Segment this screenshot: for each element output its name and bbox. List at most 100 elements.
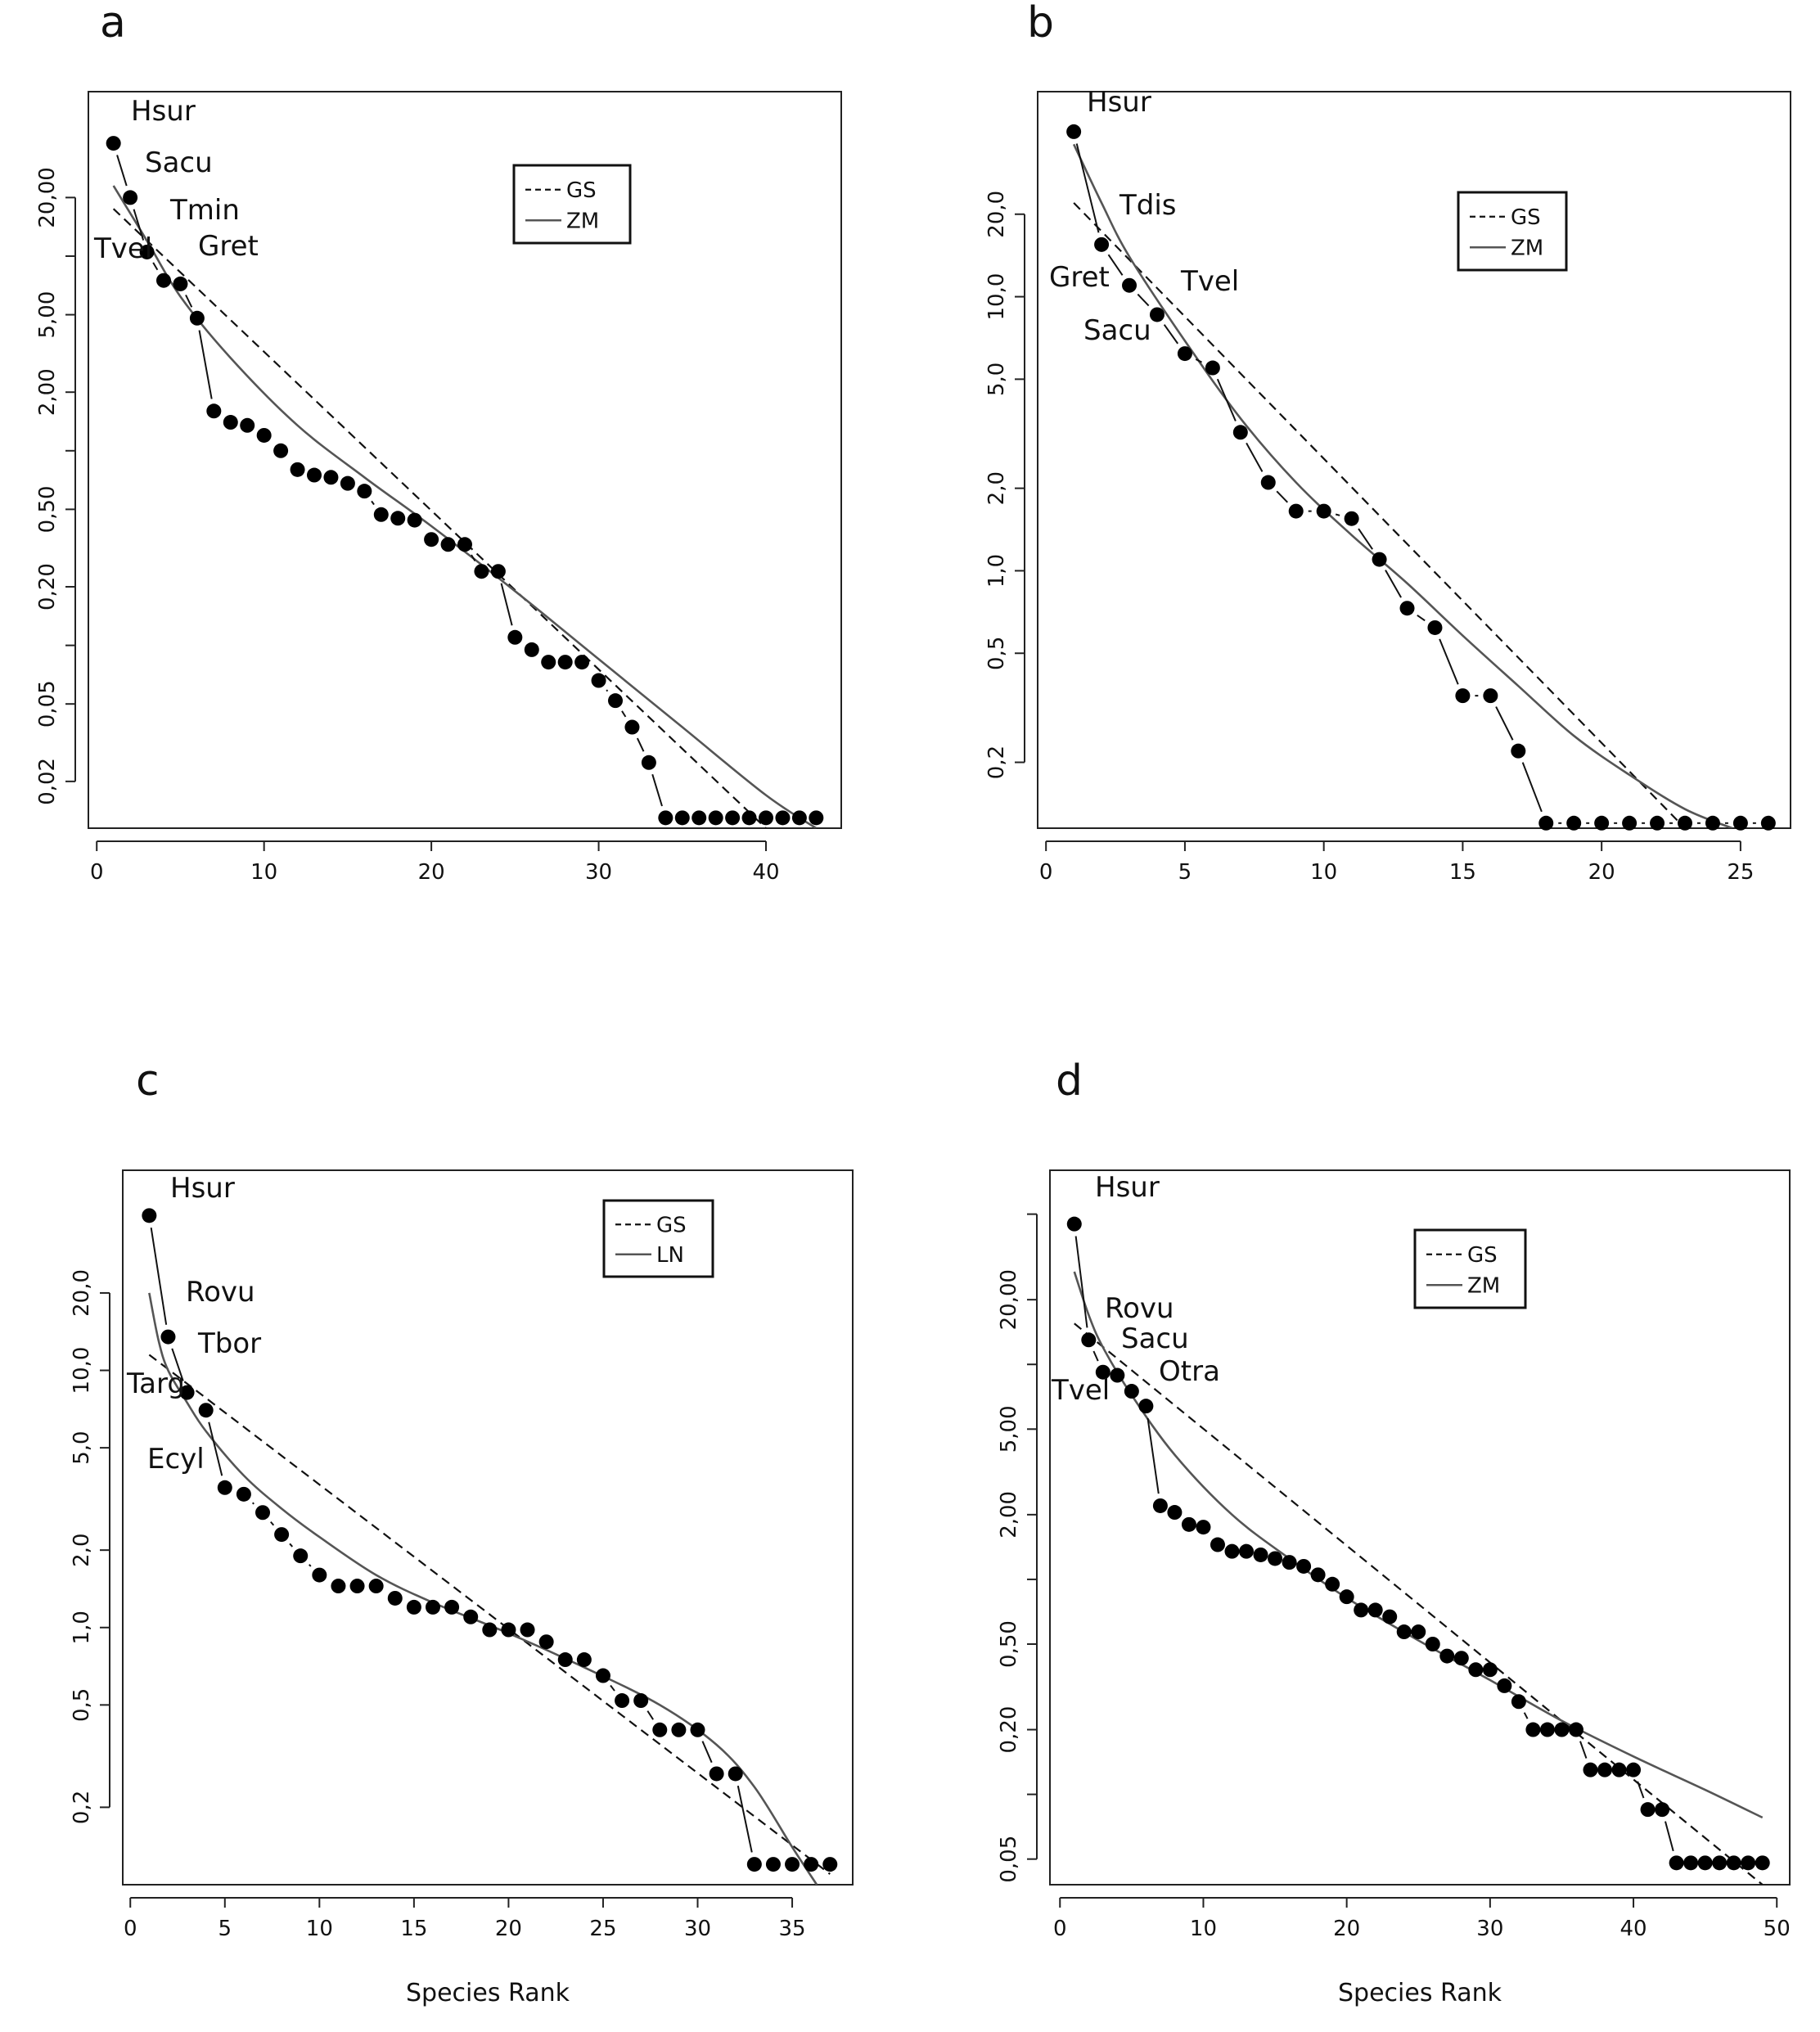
gs-fit-line bbox=[148, 1354, 831, 1875]
data-point bbox=[1427, 620, 1443, 635]
model-fit-curve bbox=[148, 1292, 818, 1885]
x-tick-label: 50 bbox=[1764, 1917, 1791, 1941]
data-point bbox=[407, 512, 422, 528]
x-tick-label: 10 bbox=[1190, 1917, 1217, 1941]
observed-segment bbox=[737, 1785, 753, 1853]
y-tick-label: 0,50 bbox=[997, 1620, 1021, 1668]
data-point bbox=[1622, 815, 1638, 831]
data-point bbox=[1339, 1589, 1354, 1605]
data-point bbox=[1253, 1547, 1268, 1562]
data-point bbox=[1239, 1543, 1255, 1559]
species-label: Gret bbox=[1049, 261, 1110, 294]
model-fit-curve bbox=[1072, 143, 1733, 828]
data-point bbox=[541, 655, 556, 670]
data-point bbox=[1483, 688, 1498, 704]
species-label: Ecyl bbox=[147, 1443, 205, 1476]
data-point bbox=[791, 810, 807, 826]
data-point bbox=[1669, 1855, 1684, 1871]
observed-segment bbox=[1335, 513, 1340, 516]
y-tick-label: 0,02 bbox=[35, 758, 60, 805]
data-point bbox=[273, 443, 289, 458]
data-point bbox=[331, 1579, 346, 1594]
observed-segment bbox=[1417, 614, 1426, 622]
species-label: Hsur bbox=[1087, 86, 1151, 119]
observed-segment bbox=[621, 710, 627, 718]
y-tick-label: 0,5 bbox=[70, 1688, 94, 1722]
data-point bbox=[457, 537, 472, 552]
data-point bbox=[538, 1634, 554, 1650]
data-point bbox=[173, 276, 188, 291]
species-label: Rovu bbox=[1105, 1292, 1174, 1325]
x-tick-label: 15 bbox=[400, 1917, 427, 1941]
data-point bbox=[775, 810, 791, 826]
data-point bbox=[608, 693, 623, 709]
data-point bbox=[290, 462, 305, 477]
data-point bbox=[1268, 1551, 1283, 1566]
panel-c: c 0 5 10 15 20 25 30 35 20,0 10,0 5,0 2,0 1,0 0,5 0,2 Hs… bbox=[70, 1057, 854, 2007]
observed-segment bbox=[1246, 442, 1264, 472]
observed-segment bbox=[1495, 706, 1514, 741]
y-tick-label: 1,0 bbox=[984, 554, 1009, 588]
data-point bbox=[1081, 1332, 1097, 1348]
data-point bbox=[323, 470, 339, 485]
data-point bbox=[728, 1766, 743, 1782]
data-point bbox=[1288, 503, 1304, 519]
data-point bbox=[804, 1857, 819, 1872]
x-tick-label: 10 bbox=[250, 860, 277, 885]
y-tick-label: 2,0 bbox=[70, 1533, 94, 1566]
x-tick-label: 10 bbox=[1310, 860, 1337, 885]
y-tick-label: 1,0 bbox=[70, 1611, 94, 1644]
observed-segment bbox=[646, 1710, 654, 1720]
data-point bbox=[1568, 1722, 1583, 1737]
data-point bbox=[1196, 1520, 1211, 1535]
observed-segment bbox=[1665, 1821, 1674, 1852]
y-tick-label: 20,00 bbox=[997, 1269, 1021, 1330]
observed-segment bbox=[116, 155, 128, 187]
observed-segment bbox=[1276, 490, 1289, 503]
species-label: Sacu bbox=[1083, 314, 1151, 347]
observed-segment bbox=[251, 1502, 255, 1505]
x-tick-label: 0 bbox=[1053, 1917, 1067, 1941]
x-tick-label: 30 bbox=[1476, 1917, 1503, 1941]
gs-fit-line bbox=[1074, 1322, 1764, 1885]
observed-segment bbox=[1579, 1741, 1588, 1759]
x-tick-label: 5 bbox=[1178, 860, 1192, 885]
data-point bbox=[501, 1622, 516, 1638]
data-point bbox=[123, 190, 138, 205]
x-axis-title: Species Rank bbox=[1338, 1979, 1502, 2007]
observed-segment bbox=[1147, 1417, 1160, 1494]
y-tick-label: 2,00 bbox=[35, 368, 60, 416]
data-point bbox=[591, 673, 606, 688]
data-point bbox=[198, 1403, 214, 1418]
data-point bbox=[809, 810, 824, 826]
x-tick-label: 10 bbox=[306, 1917, 333, 1941]
data-point bbox=[1497, 1678, 1512, 1693]
legend-entry: GS bbox=[566, 178, 597, 203]
x-tick-label: 40 bbox=[1620, 1917, 1647, 1941]
panel-letter: d bbox=[1056, 1057, 1083, 1106]
data-point bbox=[1149, 307, 1165, 322]
data-point bbox=[256, 427, 272, 443]
gs-fit-line bbox=[112, 208, 767, 828]
data-point bbox=[1411, 1624, 1426, 1640]
x-tick-label: 20 bbox=[495, 1917, 522, 1941]
data-point bbox=[1325, 1576, 1340, 1592]
legend-box bbox=[1413, 1228, 1527, 1309]
data-point bbox=[1181, 1516, 1196, 1532]
data-point bbox=[1539, 1722, 1555, 1737]
observed-segment bbox=[1521, 762, 1543, 813]
x-tick-label: 0 bbox=[124, 1917, 137, 1941]
panel-a: a 0 10 20 30 40 20,00 5,00 2,00 0,50 0,20 0,05 0,02 H… bbox=[35, 0, 842, 885]
data-point bbox=[206, 403, 222, 419]
data-point bbox=[390, 511, 406, 526]
data-point bbox=[524, 642, 539, 657]
data-point bbox=[1583, 1762, 1598, 1777]
data-point bbox=[312, 1567, 327, 1583]
data-point bbox=[1399, 601, 1415, 616]
data-point bbox=[1316, 503, 1331, 519]
data-point bbox=[1554, 1722, 1570, 1737]
data-point bbox=[574, 655, 590, 670]
data-point bbox=[1712, 1855, 1728, 1871]
data-point bbox=[1538, 815, 1554, 831]
data-point bbox=[692, 810, 707, 826]
